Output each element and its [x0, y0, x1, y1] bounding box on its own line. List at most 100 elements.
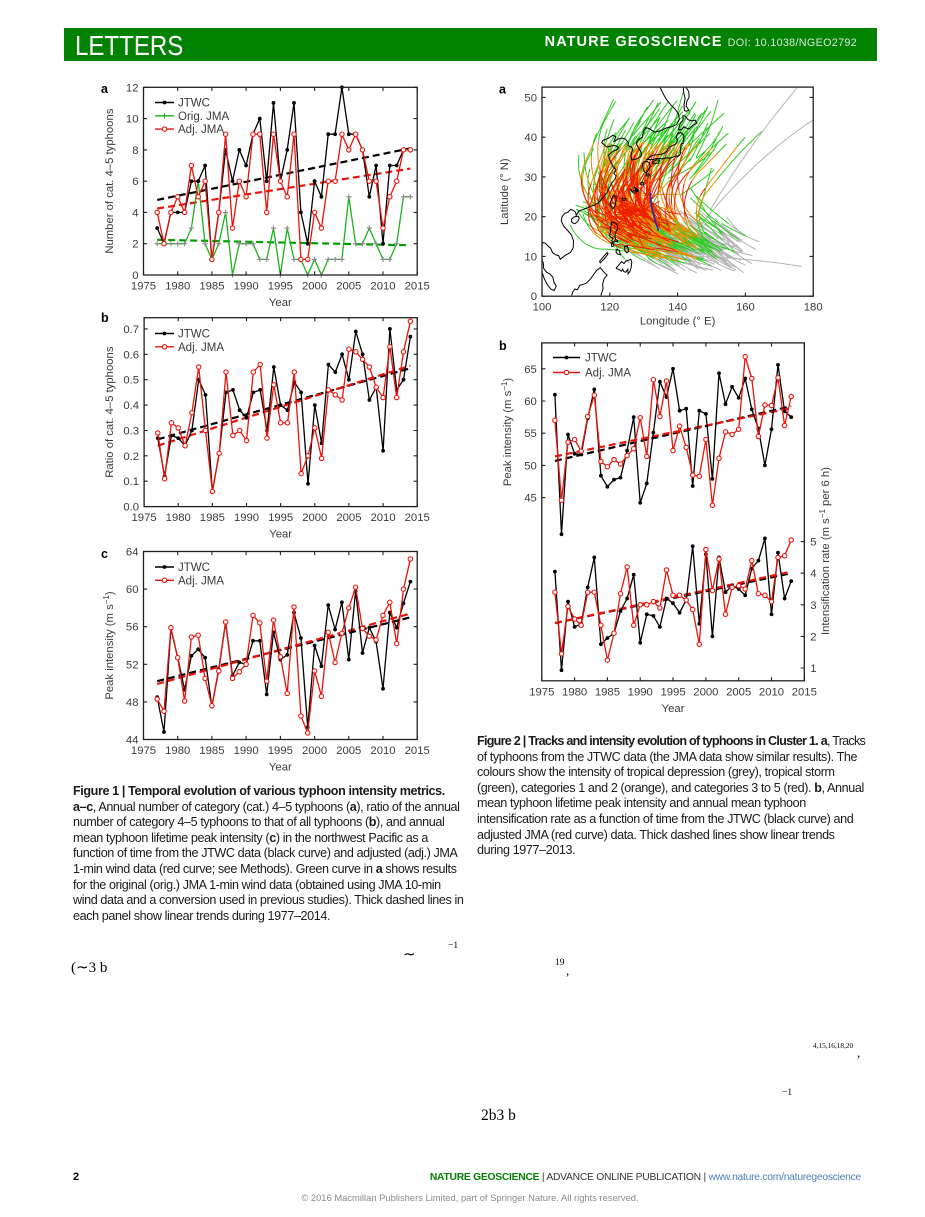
svg-text:2: 2 [132, 239, 138, 251]
svg-text:1985: 1985 [199, 745, 224, 757]
svg-text:180: 180 [804, 302, 823, 314]
svg-text:1985: 1985 [595, 686, 620, 698]
svg-text:0.1: 0.1 [123, 476, 139, 488]
svg-text:Longitude (° E): Longitude (° E) [640, 316, 716, 328]
svg-text:0.3: 0.3 [123, 425, 139, 437]
svg-text:0.0: 0.0 [123, 502, 139, 514]
svg-text:2005: 2005 [726, 686, 751, 698]
svg-text:JTWC: JTWC [585, 353, 617, 365]
svg-text:5: 5 [810, 537, 816, 549]
svg-text:1990: 1990 [234, 512, 259, 524]
svg-text:1: 1 [810, 663, 816, 675]
svg-text:1985: 1985 [199, 281, 224, 293]
svg-text:1975: 1975 [132, 512, 157, 524]
svg-text:100: 100 [533, 302, 552, 314]
svg-text:1995: 1995 [660, 686, 685, 698]
svg-text:4: 4 [810, 568, 816, 580]
svg-text:4: 4 [132, 207, 138, 219]
svg-text:Orig. JMA: Orig. JMA [178, 111, 229, 123]
svg-text:2005: 2005 [336, 745, 361, 757]
svg-text:2010: 2010 [370, 512, 395, 524]
svg-text:50: 50 [524, 460, 537, 472]
svg-text:10: 10 [524, 251, 537, 263]
svg-text:0.2: 0.2 [123, 451, 139, 463]
svg-text:2000: 2000 [693, 686, 718, 698]
svg-text:1990: 1990 [628, 686, 653, 698]
svg-text:1995: 1995 [268, 281, 293, 293]
svg-text:8: 8 [132, 145, 138, 157]
svg-text:1995: 1995 [268, 745, 293, 757]
svg-text:64: 64 [126, 547, 139, 559]
svg-text:1980: 1980 [562, 686, 587, 698]
svg-text:2010: 2010 [370, 281, 395, 293]
svg-text:0.5: 0.5 [123, 375, 139, 387]
svg-text:56: 56 [126, 622, 139, 634]
svg-text:52: 52 [126, 659, 139, 671]
svg-text:40: 40 [524, 132, 537, 144]
svg-text:a: a [101, 82, 109, 96]
svg-text:Latitude (° N): Latitude (° N) [499, 158, 511, 225]
svg-text:Adj. JMA: Adj. JMA [585, 368, 631, 380]
svg-text:1975: 1975 [131, 281, 156, 293]
svg-text:120: 120 [600, 302, 619, 314]
svg-text:0.7: 0.7 [123, 324, 139, 336]
svg-text:44: 44 [126, 735, 139, 747]
svg-text:JTWC: JTWC [178, 329, 210, 341]
svg-text:2015: 2015 [405, 512, 430, 524]
svg-text:6: 6 [132, 176, 138, 188]
svg-text:2005: 2005 [336, 281, 361, 293]
svg-text:Year: Year [269, 529, 292, 541]
svg-text:b: b [499, 339, 507, 353]
svg-text:60: 60 [524, 396, 537, 408]
svg-text:Number of cat. 4–5 typhoons: Number of cat. 4–5 typhoons [104, 108, 116, 253]
svg-text:1980: 1980 [165, 281, 190, 293]
svg-text:1985: 1985 [200, 512, 225, 524]
svg-text:0.6: 0.6 [123, 349, 139, 361]
svg-text:2015: 2015 [405, 745, 430, 757]
svg-text:0: 0 [531, 291, 537, 303]
svg-text:2010: 2010 [370, 745, 395, 757]
svg-text:1980: 1980 [166, 512, 191, 524]
svg-text:3: 3 [810, 600, 816, 612]
svg-text:Intensification rate (m s−1 pe: Intensification rate (m s−1 per 6 h) [818, 467, 833, 635]
svg-text:b: b [101, 311, 109, 325]
svg-text:c: c [101, 547, 108, 561]
svg-text:1990: 1990 [234, 745, 259, 757]
svg-text:Year: Year [662, 703, 685, 715]
svg-text:1975: 1975 [131, 745, 156, 757]
svg-text:Year: Year [269, 762, 292, 774]
svg-text:1995: 1995 [268, 512, 293, 524]
svg-text:2: 2 [810, 631, 816, 643]
svg-text:2005: 2005 [336, 512, 361, 524]
svg-text:1990: 1990 [234, 281, 259, 293]
svg-text:JTWC: JTWC [178, 98, 210, 110]
svg-text:65: 65 [524, 364, 537, 376]
svg-text:Peak intensity (m s−1): Peak intensity (m s−1) [500, 378, 515, 487]
svg-text:2015: 2015 [405, 281, 430, 293]
svg-text:Peak intensity (m s−1): Peak intensity (m s−1) [102, 591, 117, 700]
svg-text:55: 55 [524, 428, 537, 440]
svg-text:1980: 1980 [165, 745, 190, 757]
svg-text:48: 48 [126, 697, 139, 709]
svg-text:2015: 2015 [792, 686, 817, 698]
svg-text:160: 160 [736, 302, 755, 314]
svg-text:Year: Year [269, 297, 292, 309]
svg-text:JTWC: JTWC [178, 562, 210, 574]
svg-text:60: 60 [126, 584, 139, 596]
svg-text:Adj. JMA: Adj. JMA [178, 575, 224, 587]
svg-text:Adj. JMA: Adj. JMA [178, 342, 224, 354]
svg-text:Adj. JMA: Adj. JMA [178, 124, 224, 136]
svg-text:45: 45 [524, 493, 537, 505]
svg-text:2000: 2000 [302, 512, 327, 524]
svg-text:2000: 2000 [302, 745, 327, 757]
svg-text:140: 140 [668, 302, 687, 314]
svg-text:12: 12 [126, 82, 139, 94]
svg-text:50: 50 [524, 92, 537, 104]
svg-text:20: 20 [524, 212, 537, 224]
svg-text:0: 0 [132, 270, 138, 282]
svg-text:a: a [499, 83, 507, 97]
svg-text:30: 30 [524, 172, 537, 184]
svg-text:1975: 1975 [529, 686, 554, 698]
svg-text:2000: 2000 [302, 281, 327, 293]
svg-text:0.4: 0.4 [123, 400, 139, 412]
